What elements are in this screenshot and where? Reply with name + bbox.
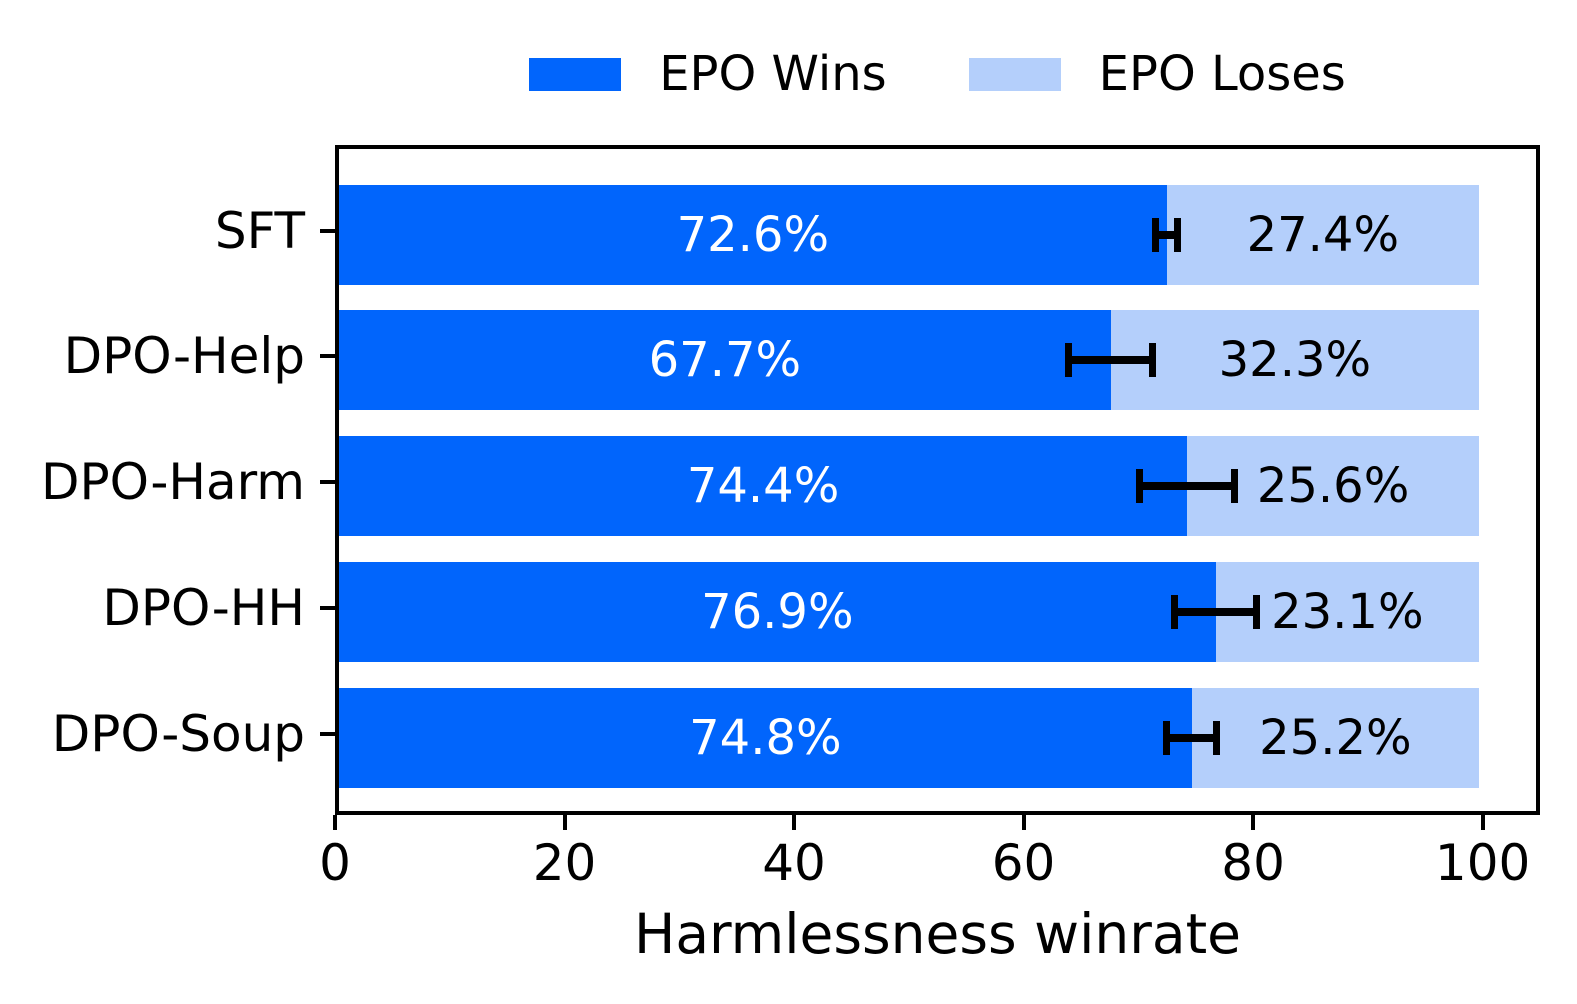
bar-epo-loses-SFT: [1166, 184, 1479, 285]
bar-epo-loses-DPO-Help: [1110, 310, 1479, 411]
error-bar-DPO-Help: [1065, 343, 1157, 378]
bar-epo-loses-DPO-Soup: [1191, 688, 1479, 789]
y-tick-label-DPO-Soup: DPO-Soup: [51, 705, 305, 764]
win-label-DPO-Soup: 74.8%: [689, 710, 842, 767]
legend-entry-epo-wins: EPO Wins: [529, 38, 887, 110]
x-axis-label: Harmlessness winrate: [633, 902, 1242, 966]
win-label-DPO-HH: 76.9%: [701, 584, 854, 641]
error-bar-DPO-HH: [1171, 595, 1261, 630]
lose-label-SFT: 27.4%: [1246, 206, 1400, 263]
x-tick-20: [562, 815, 567, 830]
x-tick-label-40: 40: [762, 834, 826, 892]
epo-wins-swatch-icon: [529, 57, 622, 91]
legend-label-epo-loses: EPO Loses: [1098, 46, 1346, 102]
x-tick-80: [1251, 815, 1256, 830]
x-tick-label-80: 80: [1221, 834, 1285, 892]
y-tick-label-DPO-Help: DPO-Help: [63, 327, 305, 386]
x-tick-40: [792, 815, 797, 830]
legend: EPO Wins EPO Loses: [335, 38, 1540, 110]
error-bar-cap-left: [1065, 343, 1073, 378]
error-bar-cap-right: [1174, 217, 1182, 252]
x-tick-100: [1480, 815, 1485, 830]
lose-label-DPO-Soup: 25.2%: [1259, 710, 1412, 767]
y-tick-SFT: [320, 228, 335, 233]
y-tick-label-DPO-HH: DPO-HH: [102, 579, 305, 638]
x-tick-0: [333, 815, 337, 830]
error-bar-line: [1171, 608, 1261, 617]
x-tick-60: [1021, 815, 1026, 830]
bar-epo-wins-DPO-Help: [339, 310, 1111, 411]
y-tick-label-SFT: SFT: [214, 201, 305, 260]
y-tick-DPO-HH: [320, 606, 335, 611]
error-bar-cap-left: [1151, 217, 1159, 252]
error-bar-DPO-Harm: [1135, 469, 1239, 504]
win-label-SFT: 72.6%: [676, 206, 830, 263]
plot-area: 72.6% 27.4% 67.7% 32.3% 74.4% 25.6% 76.9% 23.1%…: [335, 145, 1540, 815]
y-tick-DPO-Soup: [320, 732, 335, 737]
bar-epo-wins-DPO-Harm: [339, 436, 1188, 537]
y-tick-label-DPO-Harm: DPO-Harm: [40, 453, 305, 512]
error-bar-cap-left: [1171, 595, 1179, 630]
win-label-DPO-Help: 67.7%: [648, 332, 802, 389]
error-bar-line: [1151, 230, 1182, 239]
x-tick-label-60: 60: [991, 834, 1056, 892]
epo-loses-swatch-icon: [968, 57, 1061, 91]
error-bar-cap-right: [1213, 721, 1221, 756]
error-bar-DPO-Soup: [1163, 721, 1221, 756]
error-bar-SFT: [1151, 217, 1182, 252]
y-tick-DPO-Harm: [320, 480, 335, 485]
error-bar-line: [1163, 734, 1221, 743]
x-tick-label-0: 0: [319, 834, 351, 892]
bar-epo-wins-SFT: [339, 184, 1167, 285]
error-bar-cap-right: [1149, 343, 1157, 378]
x-tick-label-20: 20: [532, 834, 597, 892]
lose-label-DPO-Help: 32.3%: [1218, 332, 1372, 389]
error-bar-cap-left: [1135, 469, 1143, 504]
win-label-DPO-Harm: 74.4%: [686, 458, 840, 515]
y-tick-DPO-Help: [320, 354, 335, 359]
x-tick-label-100: 100: [1434, 834, 1531, 892]
bar-epo-wins-DPO-Soup: [339, 688, 1192, 789]
lose-label-DPO-HH: 23.1%: [1271, 584, 1424, 641]
error-bar-cap-right: [1253, 595, 1261, 630]
legend-entry-epo-loses: EPO Loses: [968, 38, 1346, 110]
error-bar-line: [1135, 482, 1239, 491]
error-bar-cap-right: [1231, 469, 1239, 504]
error-bar-line: [1065, 356, 1157, 365]
bar-epo-wins-DPO-HH: [339, 562, 1216, 663]
error-bar-cap-left: [1163, 721, 1171, 756]
lose-label-DPO-Harm: 25.6%: [1256, 458, 1410, 515]
legend-label-epo-wins: EPO Wins: [659, 46, 887, 102]
